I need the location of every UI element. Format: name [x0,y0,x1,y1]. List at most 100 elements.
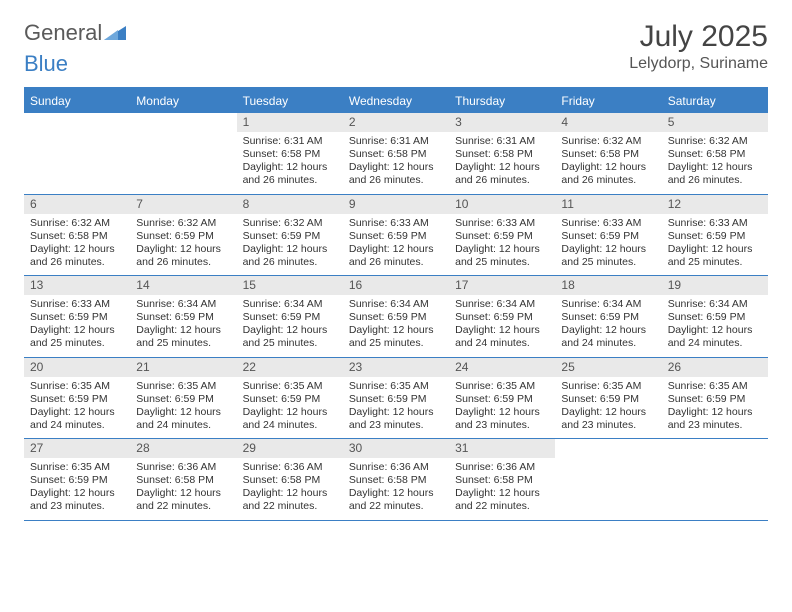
calendar-day: 11Sunrise: 6:33 AMSunset: 6:59 PMDayligh… [555,195,661,276]
daylight-text: Daylight: 12 hours and 23 minutes. [668,406,762,432]
daylight-text: Daylight: 12 hours and 24 minutes. [455,324,549,350]
sunset-text: Sunset: 6:59 PM [30,474,124,487]
sunset-text: Sunset: 6:58 PM [668,148,762,161]
sunrise-text: Sunrise: 6:34 AM [561,298,655,311]
daylight-text: Daylight: 12 hours and 25 minutes. [136,324,230,350]
daylight-text: Daylight: 12 hours and 26 minutes. [349,161,443,187]
calendar-day: 20Sunrise: 6:35 AMSunset: 6:59 PMDayligh… [24,358,130,439]
sunset-text: Sunset: 6:59 PM [30,311,124,324]
calendar-week: 6Sunrise: 6:32 AMSunset: 6:58 PMDaylight… [24,195,768,277]
sunset-text: Sunset: 6:58 PM [30,230,124,243]
daylight-text: Daylight: 12 hours and 26 minutes. [349,243,443,269]
sunrise-text: Sunrise: 6:36 AM [349,461,443,474]
sunrise-text: Sunrise: 6:35 AM [561,380,655,393]
sunset-text: Sunset: 6:58 PM [455,474,549,487]
daylight-text: Daylight: 12 hours and 23 minutes. [30,487,124,513]
day-number: 30 [343,439,449,458]
calendar-day: 21Sunrise: 6:35 AMSunset: 6:59 PMDayligh… [130,358,236,439]
sunrise-text: Sunrise: 6:33 AM [349,217,443,230]
sunrise-text: Sunrise: 6:34 AM [349,298,443,311]
daylight-text: Daylight: 12 hours and 23 minutes. [561,406,655,432]
sunset-text: Sunset: 6:59 PM [136,230,230,243]
calendar-day: 28Sunrise: 6:36 AMSunset: 6:58 PMDayligh… [130,439,236,520]
sunset-text: Sunset: 6:59 PM [30,393,124,406]
day-number: 4 [555,113,661,132]
daylight-text: Daylight: 12 hours and 26 minutes. [668,161,762,187]
sunrise-text: Sunrise: 6:34 AM [243,298,337,311]
sunset-text: Sunset: 6:59 PM [136,393,230,406]
sunrise-text: Sunrise: 6:32 AM [668,135,762,148]
calendar-day: 10Sunrise: 6:33 AMSunset: 6:59 PMDayligh… [449,195,555,276]
weekday-header: Sunday [24,89,130,113]
daylight-text: Daylight: 12 hours and 22 minutes. [136,487,230,513]
day-number: 23 [343,358,449,377]
calendar-day: 14Sunrise: 6:34 AMSunset: 6:59 PMDayligh… [130,276,236,357]
day-number: 12 [662,195,768,214]
sunrise-text: Sunrise: 6:31 AM [455,135,549,148]
day-number: 7 [130,195,236,214]
sunset-text: Sunset: 6:58 PM [349,474,443,487]
weekday-header: Saturday [662,89,768,113]
month-title: July 2025 [629,20,768,53]
calendar-day: 23Sunrise: 6:35 AMSunset: 6:59 PMDayligh… [343,358,449,439]
logo-text-general: General [24,20,102,46]
calendar-day: 19Sunrise: 6:34 AMSunset: 6:59 PMDayligh… [662,276,768,357]
day-number: 9 [343,195,449,214]
calendar-day: 5 Sunrise: 6:32 AMSunset: 6:58 PMDaylight… [662,113,768,194]
sunrise-text: Sunrise: 6:34 AM [668,298,762,311]
daylight-text: Daylight: 12 hours and 25 minutes. [455,243,549,269]
calendar-day: 25Sunrise: 6:35 AMSunset: 6:59 PMDayligh… [555,358,661,439]
sunset-text: Sunset: 6:59 PM [561,393,655,406]
day-number: 20 [24,358,130,377]
sunset-text: Sunset: 6:59 PM [455,230,549,243]
day-number: 16 [343,276,449,295]
daylight-text: Daylight: 12 hours and 24 minutes. [243,406,337,432]
sunrise-text: Sunrise: 6:32 AM [136,217,230,230]
calendar-day: 12Sunrise: 6:33 AMSunset: 6:59 PMDayligh… [662,195,768,276]
sunrise-text: Sunrise: 6:33 AM [561,217,655,230]
calendar-day: 17Sunrise: 6:34 AMSunset: 6:59 PMDayligh… [449,276,555,357]
calendar-week: 20Sunrise: 6:35 AMSunset: 6:59 PMDayligh… [24,358,768,440]
day-number: 18 [555,276,661,295]
calendar-day: 18Sunrise: 6:34 AMSunset: 6:59 PMDayligh… [555,276,661,357]
daylight-text: Daylight: 12 hours and 26 minutes. [561,161,655,187]
calendar-day: 7 Sunrise: 6:32 AMSunset: 6:59 PMDaylight… [130,195,236,276]
day-number: 21 [130,358,236,377]
sunset-text: Sunset: 6:59 PM [668,230,762,243]
sunset-text: Sunset: 6:59 PM [243,311,337,324]
day-number: 1 [237,113,343,132]
day-number: 14 [130,276,236,295]
day-number: 5 [662,113,768,132]
calendar-day: 6Sunrise: 6:32 AMSunset: 6:58 PMDaylight… [24,195,130,276]
calendar-day: 3Sunrise: 6:31 AMSunset: 6:58 PMDaylight… [449,113,555,194]
calendar-day: 4 Sunrise: 6:32 AMSunset: 6:58 PMDaylight… [555,113,661,194]
calendar: SundayMondayTuesdayWednesdayThursdayFrid… [24,87,768,521]
calendar-day: 2Sunrise: 6:31 AMSunset: 6:58 PMDaylight… [343,113,449,194]
sunrise-text: Sunrise: 6:35 AM [243,380,337,393]
weekday-header: Wednesday [343,89,449,113]
day-number: 22 [237,358,343,377]
day-number: 31 [449,439,555,458]
weekday-header: Monday [130,89,236,113]
sunset-text: Sunset: 6:59 PM [455,393,549,406]
day-number: 6 [24,195,130,214]
daylight-text: Daylight: 12 hours and 26 minutes. [136,243,230,269]
daylight-text: Daylight: 12 hours and 26 minutes. [243,243,337,269]
sunset-text: Sunset: 6:59 PM [561,311,655,324]
sunset-text: Sunset: 6:59 PM [349,311,443,324]
weekday-header: Thursday [449,89,555,113]
calendar-day [24,113,130,194]
day-number: 27 [24,439,130,458]
calendar-day: 29Sunrise: 6:36 AMSunset: 6:58 PMDayligh… [237,439,343,520]
calendar-day: 31Sunrise: 6:36 AMSunset: 6:58 PMDayligh… [449,439,555,520]
sunrise-text: Sunrise: 6:33 AM [455,217,549,230]
sunset-text: Sunset: 6:58 PM [561,148,655,161]
sunrise-text: Sunrise: 6:32 AM [561,135,655,148]
daylight-text: Daylight: 12 hours and 26 minutes. [30,243,124,269]
daylight-text: Daylight: 12 hours and 24 minutes. [668,324,762,350]
sunrise-text: Sunrise: 6:31 AM [349,135,443,148]
sunrise-text: Sunrise: 6:35 AM [30,461,124,474]
calendar-day: 8Sunrise: 6:32 AMSunset: 6:59 PMDaylight… [237,195,343,276]
calendar-week: 13Sunrise: 6:33 AMSunset: 6:59 PMDayligh… [24,276,768,358]
sunset-text: Sunset: 6:58 PM [243,148,337,161]
